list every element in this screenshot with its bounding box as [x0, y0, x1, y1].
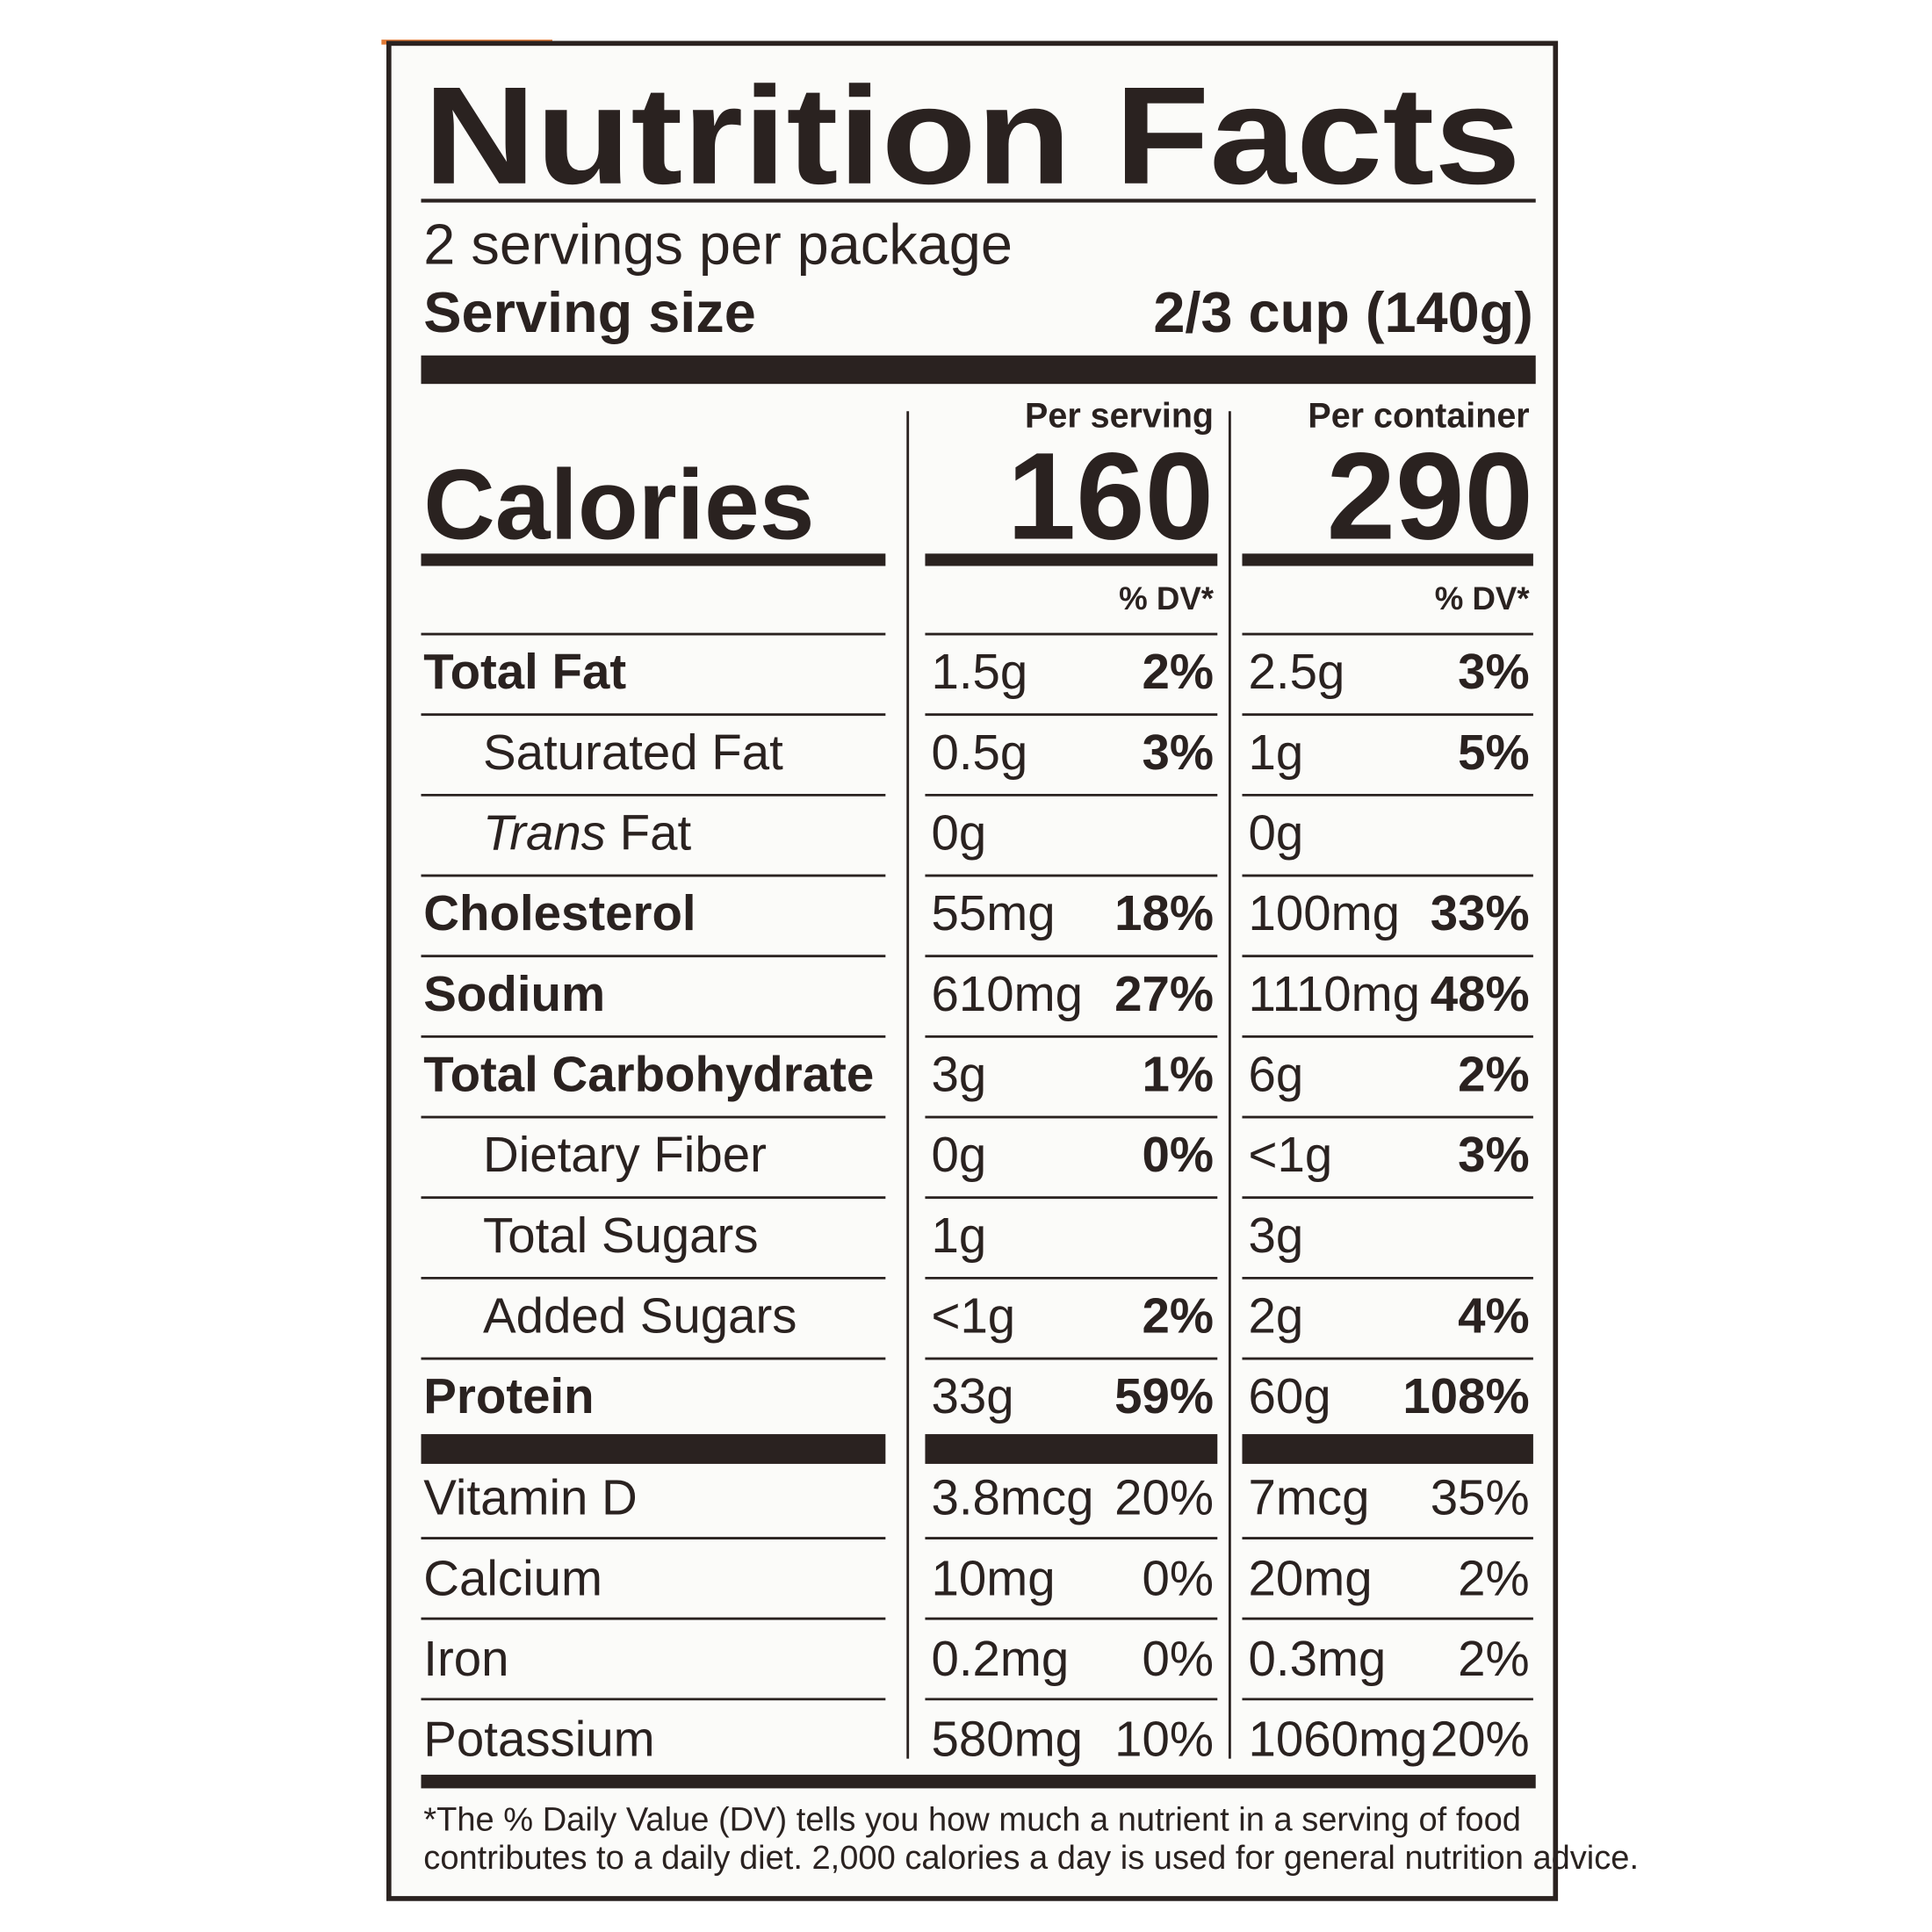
- calories-value: 160: [1007, 426, 1214, 565]
- amount: 100mg: [1249, 885, 1400, 941]
- amount: 33g: [932, 1368, 1014, 1424]
- dv-header: % DV*: [1435, 580, 1531, 616]
- daily-value: 20%: [1114, 1470, 1214, 1525]
- serving-size-label: Serving size: [423, 280, 756, 344]
- nutrient-label: Total Fat: [423, 644, 626, 699]
- thick-bar: [421, 1434, 886, 1464]
- daily-value: 2%: [1458, 1046, 1530, 1101]
- amount: 2.5g: [1249, 644, 1345, 699]
- daily-value: 18%: [1114, 885, 1214, 941]
- calories-label: Calories: [423, 449, 814, 559]
- calories-bar: [421, 553, 886, 566]
- amount: 1g: [1249, 724, 1304, 780]
- dv-header: % DV*: [1119, 580, 1215, 616]
- servings: 2 servings per package: [423, 212, 1013, 276]
- daily-value: 10%: [1114, 1712, 1214, 1767]
- calories-bar: [925, 553, 1218, 566]
- title: Nutrition Facts: [423, 59, 1520, 213]
- amount: 6g: [1249, 1046, 1304, 1101]
- daily-value: 2%: [1458, 1550, 1530, 1605]
- vitamin-label: Potassium: [423, 1712, 654, 1767]
- thick-bar: [421, 355, 1536, 385]
- daily-value: 0%: [1143, 1550, 1215, 1605]
- footnote: contributes to a daily diet. 2,000 calor…: [423, 1840, 1639, 1877]
- amount: 0.2mg: [932, 1631, 1070, 1686]
- amount: 3g: [932, 1046, 987, 1101]
- daily-value: 2%: [1458, 1631, 1530, 1686]
- amount: 0g: [932, 804, 987, 860]
- nutrient-label: Saturated Fat: [483, 724, 783, 780]
- nutrient-label: Added Sugars: [483, 1287, 797, 1343]
- amount: 55mg: [932, 885, 1056, 941]
- nutrient-label: Total Carbohydrate: [423, 1046, 874, 1101]
- daily-value: 0%: [1143, 1631, 1215, 1686]
- daily-value: 2%: [1143, 644, 1215, 699]
- column-header: Per container: [1308, 397, 1529, 436]
- daily-value: 20%: [1431, 1712, 1530, 1767]
- daily-value: 59%: [1114, 1368, 1214, 1424]
- daily-value: 2%: [1143, 1287, 1215, 1343]
- amount: 1.5g: [932, 644, 1028, 699]
- amount: 60g: [1249, 1368, 1331, 1424]
- label-frame: [386, 40, 1559, 1901]
- amount: 0g: [932, 1127, 987, 1182]
- footnote: *The % Daily Value (DV) tells you how mu…: [423, 1801, 1521, 1838]
- serving-size-value: 2/3 cup (140g): [1153, 280, 1533, 344]
- daily-value: 27%: [1114, 966, 1214, 1021]
- amount: 7mcg: [1249, 1470, 1370, 1525]
- thick-bar: [925, 1434, 1218, 1464]
- daily-value: 48%: [1431, 966, 1530, 1021]
- nutrient-label: Sodium: [423, 966, 605, 1021]
- amount: 0g: [1249, 804, 1304, 860]
- daily-value: 3%: [1458, 644, 1530, 699]
- amount: 10mg: [932, 1550, 1056, 1605]
- column-header: Per serving: [1025, 397, 1214, 436]
- calories-value: 290: [1327, 426, 1533, 565]
- daily-value: 4%: [1458, 1287, 1530, 1343]
- amount: 3.8mcg: [932, 1470, 1094, 1525]
- thick-bar: [421, 1774, 1536, 1789]
- amount: 3g: [1249, 1208, 1304, 1263]
- calories-bar: [1242, 553, 1533, 566]
- amount: 580mg: [932, 1712, 1083, 1767]
- vitamin-label: Vitamin D: [423, 1470, 637, 1525]
- amount: 0.5g: [932, 724, 1028, 780]
- amount: 1110mg: [1249, 966, 1420, 1021]
- italic-part: Trans: [483, 804, 606, 860]
- label-part: Fat: [606, 804, 691, 860]
- vitamin-label: Calcium: [423, 1550, 602, 1605]
- daily-value: 3%: [1458, 1127, 1530, 1182]
- daily-value: 35%: [1431, 1470, 1530, 1525]
- daily-value: 0%: [1143, 1127, 1215, 1182]
- amount: 1g: [932, 1208, 987, 1263]
- daily-value: 1%: [1143, 1046, 1215, 1101]
- amount: 0.3mg: [1249, 1631, 1387, 1686]
- nutrient-label: Total Sugars: [483, 1208, 759, 1263]
- amount: <1g: [1249, 1127, 1333, 1182]
- nutrient-label: Cholesterol: [423, 885, 696, 941]
- daily-value: 3%: [1143, 724, 1215, 780]
- amount: 610mg: [932, 966, 1083, 1021]
- thick-bar: [1242, 1434, 1533, 1464]
- nutrient-label: Dietary Fiber: [483, 1127, 767, 1182]
- daily-value: 33%: [1431, 885, 1530, 941]
- amount: 1060mg: [1249, 1712, 1428, 1767]
- amount: <1g: [932, 1287, 1016, 1343]
- amount: 2g: [1249, 1287, 1304, 1343]
- amount: 20mg: [1249, 1550, 1373, 1605]
- daily-value: 108%: [1402, 1368, 1529, 1424]
- daily-value: 5%: [1458, 724, 1530, 780]
- vitamin-label: Iron: [423, 1631, 508, 1686]
- nutrient-label: Trans Fat: [483, 804, 691, 860]
- nutrient-label: Protein: [423, 1368, 594, 1424]
